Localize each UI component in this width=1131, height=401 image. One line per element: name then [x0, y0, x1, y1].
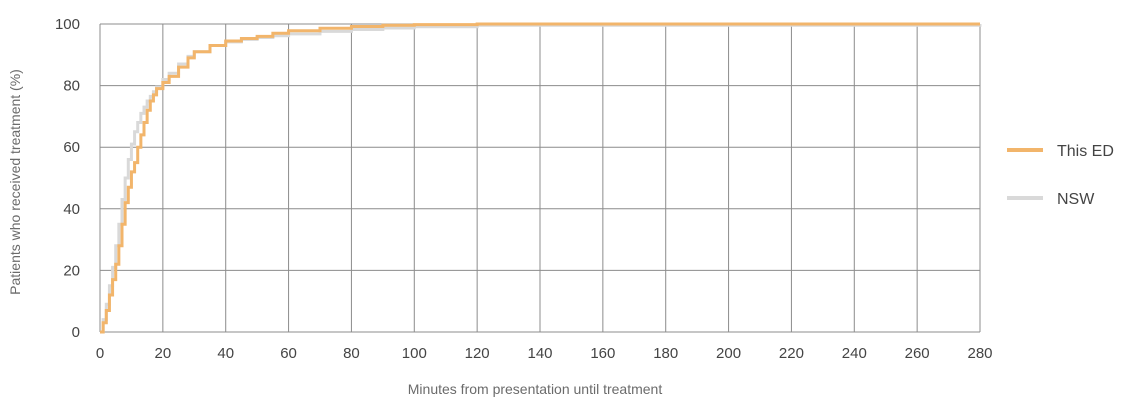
y-tick-label: 0	[72, 324, 80, 341]
x-tick-label: 120	[465, 345, 490, 362]
x-tick-label: 20	[155, 345, 172, 362]
x-axis-title: Minutes from presentation until treatmen…	[408, 381, 663, 397]
x-tick-label: 180	[653, 345, 678, 362]
axes: 0 20 40 60 80 100 120 140 160 180 200 220 240 260 280 0…	[55, 16, 993, 362]
x-tick-label: 280	[967, 345, 992, 362]
y-tick-label: 100	[55, 16, 80, 33]
grid	[99, 23, 981, 333]
x-tick-label: 200	[716, 345, 741, 362]
series-lines	[100, 22, 982, 334]
x-tick-label: 0	[96, 345, 104, 362]
x-tick-label: 140	[527, 345, 552, 362]
y-tick-label: 20	[63, 262, 80, 279]
x-tick-label: 240	[842, 345, 867, 362]
x-tick-label: 100	[402, 345, 427, 362]
x-tick-label: 40	[217, 345, 234, 362]
series-line-this-ed	[100, 22, 980, 334]
y-tick-label: 60	[63, 139, 80, 156]
y-tick-label: 40	[63, 201, 80, 218]
y-tick-label: 80	[63, 78, 80, 95]
legend-label: This ED	[1057, 143, 1114, 160]
x-tick-label: 260	[905, 345, 930, 362]
x-tick-label: 60	[280, 345, 297, 362]
legend: This ED NSW	[1007, 143, 1114, 208]
y-axis-title: Patients who received treatment (%)	[7, 69, 23, 295]
legend-label: NSW	[1057, 191, 1095, 208]
x-tick-label: 220	[779, 345, 804, 362]
x-tick-label: 160	[590, 345, 615, 362]
x-tick-label: 80	[343, 345, 360, 362]
